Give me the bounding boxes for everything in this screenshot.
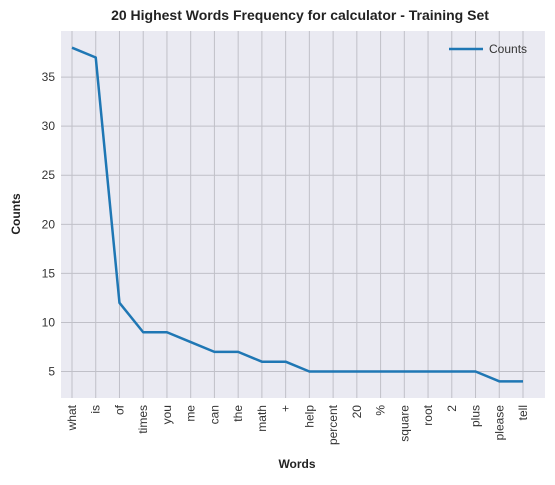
y-tick-label: 20 (42, 217, 56, 231)
x-axis-label: Words (278, 457, 315, 471)
x-tick-label: 20 (350, 405, 364, 419)
legend: Counts (449, 42, 527, 56)
y-tick-label: 15 (42, 266, 56, 280)
y-axis-label: Counts (9, 193, 23, 235)
x-tick-label: can (207, 405, 221, 424)
x-tick-label: what (65, 404, 79, 431)
x-tick-label: tell (516, 405, 530, 420)
x-tick-label: % (374, 405, 388, 416)
y-tick-labels: 5 10 15 20 25 30 35 (42, 70, 56, 378)
y-tick-label: 10 (42, 315, 56, 329)
y-tick-label: 5 (48, 365, 55, 379)
y-tick-label: 30 (42, 119, 56, 133)
x-tick-label: me (184, 405, 198, 422)
x-tick-label: of (112, 404, 126, 415)
x-tick-label: root (421, 404, 435, 425)
y-tick-label: 25 (42, 168, 56, 182)
x-tick-label: + (279, 405, 293, 412)
x-tick-label: percent (326, 404, 340, 445)
x-tick-label: 2 (445, 405, 459, 412)
plot-area (61, 31, 545, 398)
x-tick-label: math (255, 405, 269, 432)
legend-label: Counts (489, 42, 527, 56)
series-line-counts (71, 46, 523, 383)
x-tick-label: plus (469, 405, 483, 427)
x-tick-label: the (231, 405, 245, 422)
x-tick-label: you (160, 405, 174, 424)
x-tick-label: please (492, 405, 506, 441)
chart-title: 20 Highest Words Frequency for calculato… (111, 7, 489, 23)
x-tick-labels: what is of times you me can the math + help percent… (65, 404, 530, 445)
x-tick-label: square (397, 405, 411, 442)
series-layer (71, 46, 523, 383)
x-tick-label: is (89, 405, 103, 414)
x-tick-label: times (136, 405, 150, 434)
x-tick-label: help (302, 405, 316, 428)
y-tick-label: 35 (42, 70, 56, 84)
grid-lines (61, 31, 545, 398)
